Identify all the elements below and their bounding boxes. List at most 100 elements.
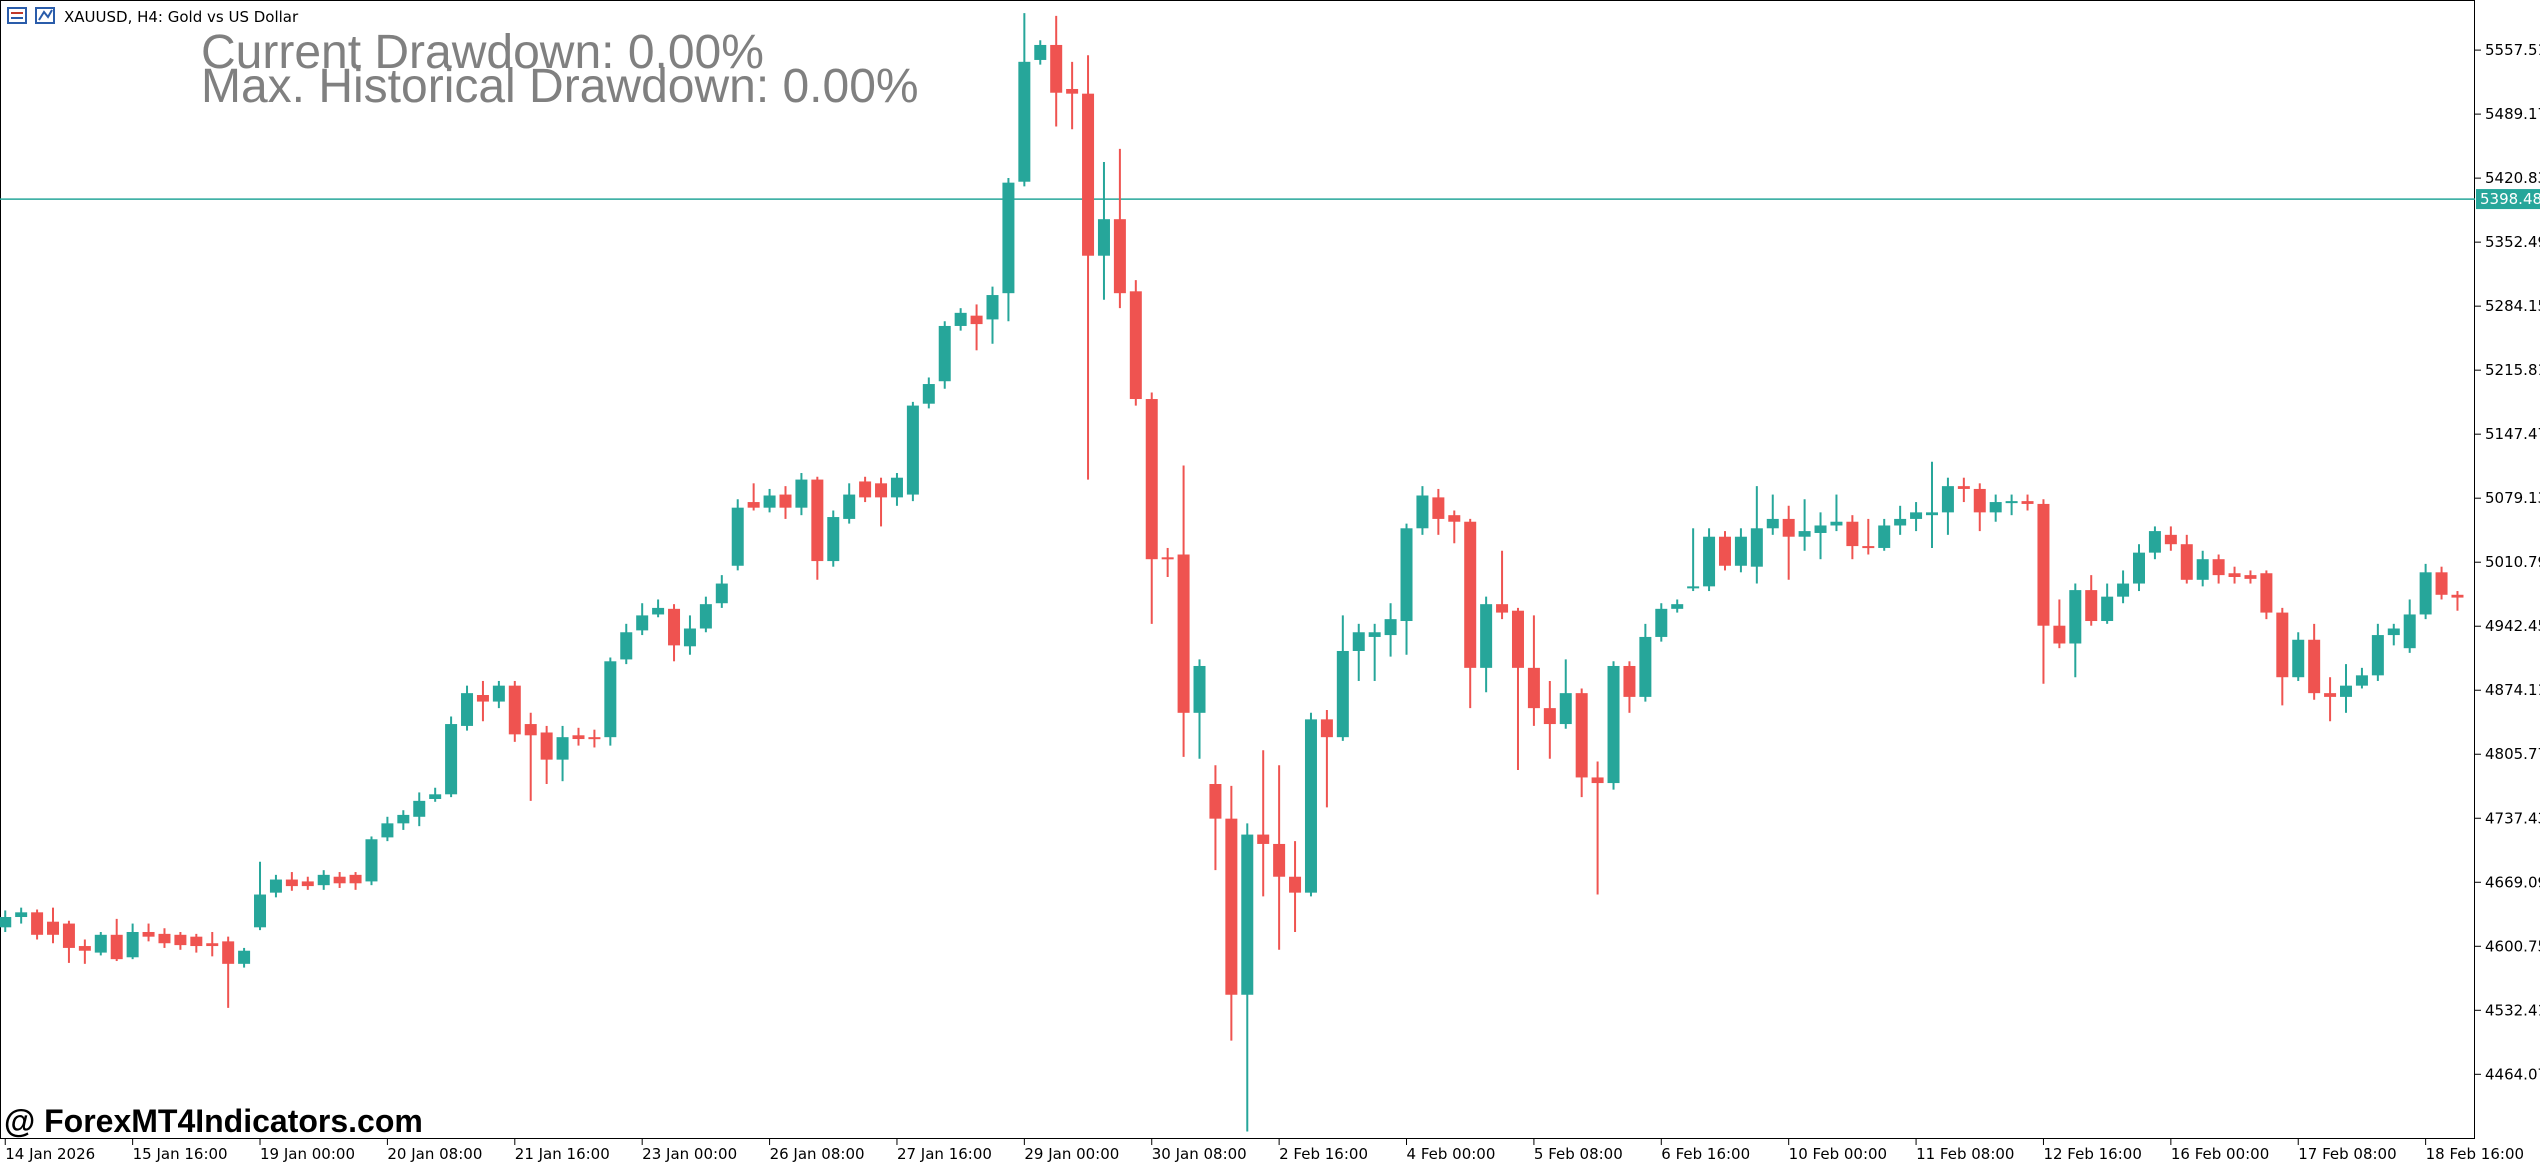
candle-body xyxy=(1989,502,2002,513)
x-tick-label: 19 Jan 00:00 xyxy=(260,1145,355,1162)
candle-body xyxy=(938,325,951,382)
candle-body xyxy=(922,384,935,404)
candle-body xyxy=(1782,518,1795,537)
candle-body xyxy=(190,936,203,947)
candle-body xyxy=(652,607,665,615)
candle-body xyxy=(285,879,298,887)
candle-body xyxy=(1703,536,1716,587)
x-tick-label: 11 Feb 08:00 xyxy=(1916,1145,2014,1162)
candle-body xyxy=(1671,604,1684,609)
chart-title: XAUUSD, H4: Gold vs US Dollar xyxy=(64,8,299,26)
candle-body xyxy=(2387,628,2400,636)
candle-body xyxy=(1480,604,1493,668)
candle-body xyxy=(1336,650,1349,738)
candle-body xyxy=(954,312,967,326)
candle-body xyxy=(2403,614,2416,649)
x-tick-label: 29 Jan 00:00 xyxy=(1024,1145,1119,1162)
candle-body xyxy=(142,931,155,937)
x-tick-label: 12 Feb 16:00 xyxy=(2043,1145,2141,1162)
candle-body xyxy=(254,894,267,928)
candle-body xyxy=(1097,219,1110,256)
x-tick-label: 18 Feb 16:00 xyxy=(2426,1145,2524,1162)
candle-body xyxy=(1448,515,1461,522)
candle-body xyxy=(1734,536,1747,566)
x-tick-label: 20 Jan 08:00 xyxy=(387,1145,482,1162)
candle-body xyxy=(492,685,505,702)
candle-body xyxy=(31,912,44,935)
candle-body xyxy=(1830,521,1843,526)
y-tick-label: 4874.11 xyxy=(2485,681,2540,699)
candle-body xyxy=(763,495,776,508)
candle-body xyxy=(731,507,744,566)
candle-body xyxy=(1432,497,1445,519)
x-tick-label: 27 Jan 16:00 xyxy=(897,1145,992,1162)
candle-body xyxy=(2292,639,2305,678)
candle-body xyxy=(1129,291,1142,400)
y-tick-label: 5147.47 xyxy=(2485,425,2540,443)
x-tick-label: 4 Feb 00:00 xyxy=(1407,1145,1496,1162)
candle-body xyxy=(397,814,410,824)
candle-body xyxy=(1862,546,1875,549)
candle-body xyxy=(1655,608,1668,637)
candle-body xyxy=(588,737,601,740)
candle-body xyxy=(2021,501,2034,504)
candle-body xyxy=(0,917,12,928)
candle-body xyxy=(333,876,346,884)
candle-body xyxy=(1177,554,1190,713)
candle-body xyxy=(1814,525,1827,533)
x-tick-label: 26 Jan 08:00 xyxy=(770,1145,865,1162)
candle-body xyxy=(2228,573,2241,577)
candle-body xyxy=(1496,604,1509,613)
y-tick-label: 5557.51 xyxy=(2485,41,2540,59)
candle-body xyxy=(158,933,171,944)
candle-body xyxy=(540,732,553,760)
candle-body xyxy=(301,881,314,887)
candle-body xyxy=(47,921,60,935)
candle-body xyxy=(1591,777,1604,784)
candle-body xyxy=(94,934,107,953)
candle-body xyxy=(2340,685,2353,697)
candle-body xyxy=(524,724,537,736)
candle-body xyxy=(1273,843,1286,877)
x-tick-label: 16 Feb 00:00 xyxy=(2171,1145,2269,1162)
candle-body xyxy=(1209,783,1222,819)
candle-body xyxy=(1894,518,1907,526)
candle-body xyxy=(795,479,808,508)
x-tick-label: 10 Feb 00:00 xyxy=(1789,1145,1887,1162)
candle-body xyxy=(2053,625,2066,644)
candle-body xyxy=(126,931,139,958)
candle-body xyxy=(2037,503,2050,626)
candle-body xyxy=(269,879,282,893)
candle-body xyxy=(2133,552,2146,584)
candle-body xyxy=(429,794,442,799)
candle-body xyxy=(2244,575,2257,579)
y-tick-label: 4942.45 xyxy=(2485,617,2540,635)
candle-body xyxy=(715,583,728,604)
candle-body xyxy=(1082,93,1095,256)
candle-body xyxy=(2276,612,2289,678)
candle-body xyxy=(1527,667,1540,709)
candle-body xyxy=(476,695,489,702)
candle-body xyxy=(1910,512,1923,519)
candle-body xyxy=(2451,594,2464,598)
candle-body xyxy=(572,735,585,740)
y-tick-label: 5489.17 xyxy=(2485,105,2540,123)
candle-body xyxy=(1257,834,1270,844)
candle-body xyxy=(1161,557,1174,560)
candle-body xyxy=(779,494,792,508)
candle-body xyxy=(1559,693,1572,725)
y-tick-label: 4669.09 xyxy=(2485,873,2540,891)
candles xyxy=(0,13,2464,1132)
candle-body xyxy=(2148,531,2161,553)
candle-body xyxy=(1464,521,1477,668)
x-tick-label: 14 Jan 2026 xyxy=(5,1145,95,1162)
candle-body xyxy=(1687,586,1700,589)
candle-body xyxy=(349,874,362,884)
candle-body xyxy=(174,934,187,946)
candle-body xyxy=(2260,573,2273,613)
y-tick-label: 5010.79 xyxy=(2485,553,2540,571)
candle-body xyxy=(1400,528,1413,622)
candle-body xyxy=(238,950,251,964)
candle-body xyxy=(747,502,760,508)
candle-body xyxy=(890,477,903,498)
